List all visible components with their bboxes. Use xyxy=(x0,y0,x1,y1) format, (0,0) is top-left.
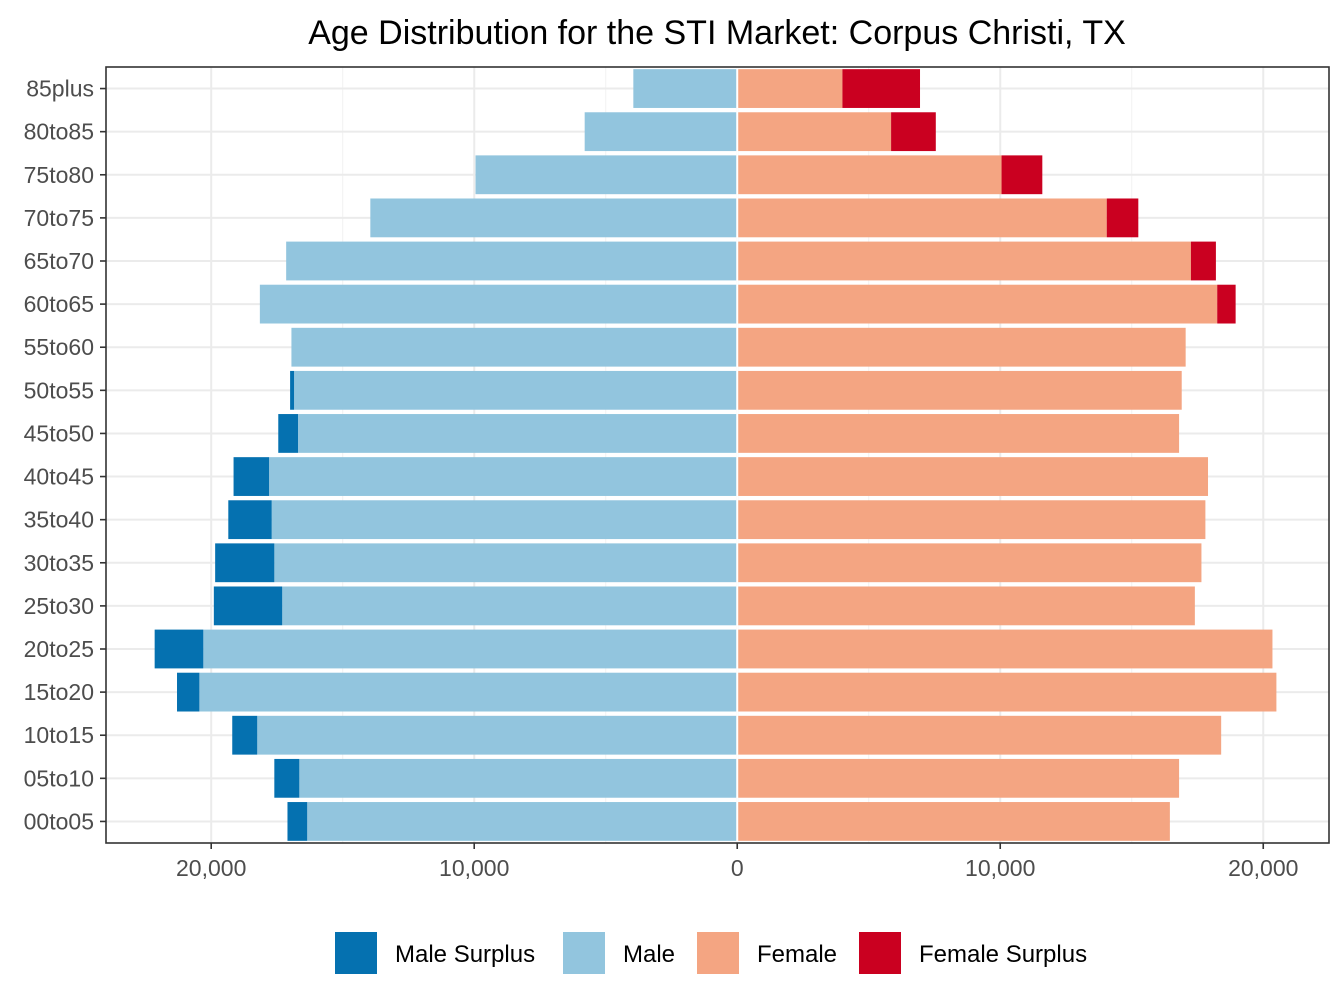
bar-male-surplus-30to35 xyxy=(215,543,275,583)
bar-female-20to25 xyxy=(737,629,1273,669)
bar-female-surplus-65to70 xyxy=(1190,241,1216,281)
legend-item-female: Female xyxy=(697,932,837,974)
legend-item-male: Male xyxy=(563,932,675,974)
y-tick-label: 40to45 xyxy=(24,464,94,490)
legend-item-male-surplus: Male Surplus xyxy=(335,932,535,974)
legend-item-female-surplus: Female Surplus xyxy=(859,932,1087,974)
bar-female-35to40 xyxy=(737,500,1206,540)
bar-male-60to65 xyxy=(259,284,738,324)
bar-male-45to50 xyxy=(297,414,738,453)
bar-female-70to75 xyxy=(737,198,1107,238)
bar-female-45to50 xyxy=(737,414,1180,453)
y-tick-label: 80to85 xyxy=(24,119,94,145)
x-tick-label: 20,000 xyxy=(1228,855,1298,881)
bar-male-55to60 xyxy=(291,327,738,367)
legend-key xyxy=(563,932,605,974)
legend: Male Surplus Male Female Female Surplus xyxy=(335,932,1087,974)
bar-male-30to35 xyxy=(274,543,738,583)
bar-male-surplus-40to45 xyxy=(233,457,270,496)
bar-female-40to45 xyxy=(737,457,1209,496)
legend-label: Male xyxy=(623,941,675,968)
bar-male-surplus-15to20 xyxy=(177,672,200,712)
bar-female-75to80 xyxy=(737,155,1002,195)
bar-male-surplus-05to10 xyxy=(274,758,300,798)
bar-male-75to80 xyxy=(475,155,738,195)
plot-panel-border xyxy=(105,66,1330,844)
x-tick-label: 10,000 xyxy=(965,855,1035,881)
bar-male-00to05 xyxy=(307,802,738,841)
chart-title: Age Distribution for the STI Market: Cor… xyxy=(308,14,1126,52)
x-tick-label: 10,000 xyxy=(439,855,509,881)
y-tick-label: 85plus xyxy=(26,76,94,102)
bars xyxy=(154,67,1277,843)
y-axis: 00to05 05to10 10to15 15to20 20to25 25to30 30to… xyxy=(24,76,106,834)
bar-female-10to15 xyxy=(737,715,1222,755)
legend-label: Female xyxy=(757,941,837,968)
bar-female-50to55 xyxy=(737,370,1182,410)
bar-male-70to75 xyxy=(370,198,738,238)
bar-female-surplus-75to80 xyxy=(1001,155,1043,195)
bar-female-65to70 xyxy=(737,241,1191,281)
bar-male-40to45 xyxy=(269,457,738,496)
bar-male-25to30 xyxy=(282,586,738,626)
x-tick-label: 20,000 xyxy=(176,855,246,881)
y-tick-label: 00to05 xyxy=(24,808,94,834)
y-tick-label: 30to35 xyxy=(24,550,94,576)
y-tick-label: 25to30 xyxy=(24,593,94,619)
bar-male-surplus-20to25 xyxy=(154,629,204,669)
bar-female-25to30 xyxy=(737,586,1195,626)
bar-female-00to05 xyxy=(737,802,1170,841)
bar-male-surplus-35to40 xyxy=(228,500,272,540)
bar-female-55to60 xyxy=(737,327,1186,367)
bar-male-10to15 xyxy=(257,715,738,755)
y-tick-label: 60to65 xyxy=(24,291,94,317)
x-axis: 20,000 10,000 0 10,000 20,000 xyxy=(176,843,1298,881)
bar-female-surplus-70to75 xyxy=(1106,198,1139,238)
bar-female-85plus xyxy=(737,69,843,108)
legend-key xyxy=(335,932,377,974)
bar-female-surplus-85plus xyxy=(842,69,921,108)
bar-female-60to65 xyxy=(737,284,1218,324)
bar-female-30to35 xyxy=(737,543,1202,583)
y-tick-label: 65to70 xyxy=(24,248,94,274)
legend-key xyxy=(697,932,739,974)
y-tick-label: 50to55 xyxy=(24,377,94,403)
bar-male-surplus-25to30 xyxy=(213,586,283,626)
bar-male-surplus-00to05 xyxy=(287,802,308,841)
y-tick-label: 10to15 xyxy=(24,722,94,748)
y-tick-label: 75to80 xyxy=(24,162,94,188)
bar-female-15to20 xyxy=(737,672,1277,712)
legend-label: Male Surplus xyxy=(395,941,535,968)
bar-male-15to20 xyxy=(199,672,738,712)
bar-male-surplus-50to55 xyxy=(290,370,295,410)
legend-key xyxy=(859,932,901,974)
bar-male-surplus-10to15 xyxy=(232,715,258,755)
y-tick-label: 15to20 xyxy=(24,679,94,705)
bar-male-05to10 xyxy=(299,758,738,798)
bar-male-surplus-45to50 xyxy=(278,414,298,453)
bar-female-surplus-80to85 xyxy=(891,112,936,152)
bar-male-50to55 xyxy=(294,370,738,410)
y-tick-label: 70to75 xyxy=(24,205,94,231)
bar-female-surplus-60to65 xyxy=(1217,284,1236,324)
bar-male-85plus xyxy=(633,69,738,108)
y-tick-label: 20to25 xyxy=(24,636,94,662)
bar-female-80to85 xyxy=(737,112,892,152)
legend-label: Female Surplus xyxy=(919,941,1087,968)
bar-male-65to70 xyxy=(286,241,738,281)
y-tick-label: 55to60 xyxy=(24,334,94,360)
y-tick-label: 45to50 xyxy=(24,420,94,446)
y-tick-label: 05to10 xyxy=(24,765,94,791)
bar-male-80to85 xyxy=(584,112,738,152)
bar-male-35to40 xyxy=(271,500,738,540)
bar-male-20to25 xyxy=(203,629,738,669)
bar-female-05to10 xyxy=(737,758,1180,798)
x-tick-label: 0 xyxy=(731,855,744,881)
y-tick-label: 35to40 xyxy=(24,507,94,533)
